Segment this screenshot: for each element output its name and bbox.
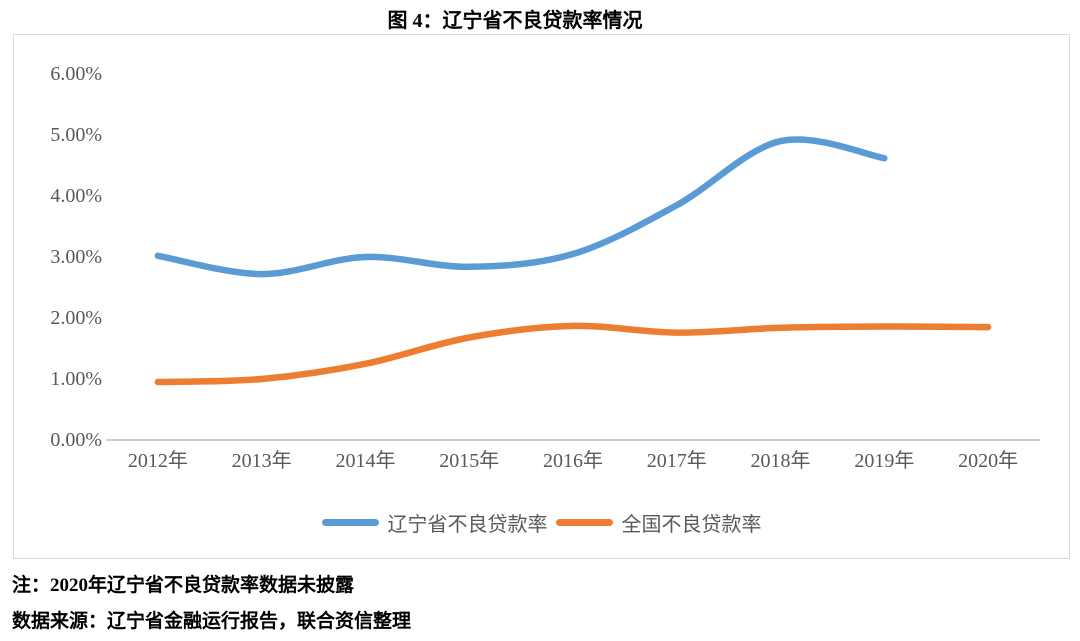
legend-label: 全国不良贷款率 [621,513,762,536]
y-tick-label: 0.00% [50,429,102,451]
plot-canvas [106,136,1040,441]
x-tick-label: 2012年 [127,450,188,472]
x-tick-label: 2017年 [646,450,707,472]
x-tick-label: 2015年 [439,450,500,472]
x-tick-label: 2014年 [335,450,396,472]
y-tick-label: 5.00% [50,124,102,146]
chart-note: 注：2020年辽宁省不良贷款率数据未披露 [12,575,355,596]
chart-title: 图 4：辽宁省不良贷款率情况 [387,10,643,32]
legend-line-swatch [555,518,613,526]
data-source-note: 数据来源：辽宁省金融运行报告，联合资信整理 [12,611,412,632]
series-line [154,322,992,386]
series-line [154,136,888,278]
legend-label: 辽宁省不良贷款率 [387,513,548,536]
chart-area: 6.00% 5.00% 4.00% 3.00% 2.00% 1.00% 0.00% 2012… [13,34,1070,559]
x-tick-label: 2020年 [958,450,1019,472]
legend-line-swatch [321,518,379,526]
x-tick-label: 2018年 [750,450,811,472]
y-tick-label: 3.00% [50,246,102,268]
y-tick-label: 2.00% [50,307,102,329]
y-tick-label: 4.00% [50,185,102,207]
y-tick-label: 6.00% [50,63,102,85]
x-tick-label: 2013年 [231,450,292,472]
y-tick-label: 1.00% [50,368,102,390]
x-tick-label: 2016年 [543,450,603,472]
legend-item: 全国不良贷款率 [555,508,762,537]
legend: 辽宁省不良贷款率 全国不良贷款率 [14,506,1069,538]
x-tick-label: 2019年 [854,450,915,472]
legend-item: 辽宁省不良贷款率 [321,508,548,537]
